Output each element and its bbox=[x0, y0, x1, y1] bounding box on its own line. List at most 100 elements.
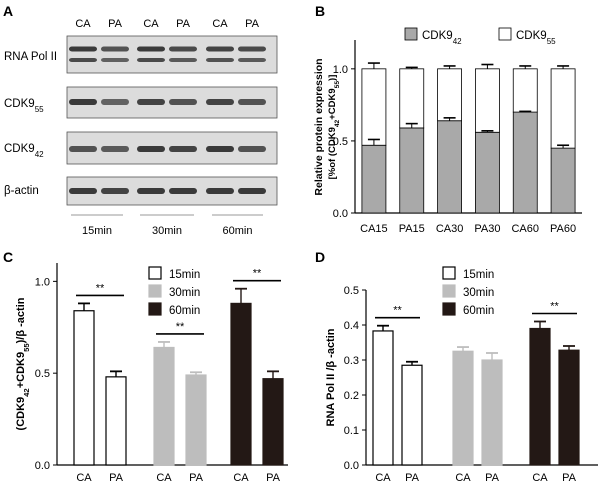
y-tick-label: 0.5 bbox=[333, 136, 348, 148]
blot-band bbox=[238, 99, 266, 105]
blot-band bbox=[169, 46, 197, 52]
significance-marker: ** bbox=[96, 282, 105, 294]
blot-band bbox=[101, 188, 129, 194]
blot-band bbox=[238, 58, 266, 62]
lane-label: PA bbox=[108, 18, 123, 30]
bar-chart-d: 0.0 0.1 0.2 0.3 0.4 0.5 CA PA ** CA PA CA PA ** 15min 3… bbox=[325, 266, 598, 484]
legend-label: 30min bbox=[463, 287, 494, 299]
legend-swatch bbox=[442, 266, 456, 280]
panel-label-c: C bbox=[3, 249, 13, 265]
bar-60min bbox=[262, 378, 284, 466]
y-tick-label: 0.3 bbox=[344, 355, 359, 367]
blot-band bbox=[169, 188, 197, 194]
bar-cdk9-55 bbox=[361, 68, 387, 146]
blot-band bbox=[137, 46, 165, 52]
blot-row-label: RNA Pol II bbox=[4, 51, 57, 63]
y-tick-label: 0.1 bbox=[344, 425, 359, 437]
bar-30min bbox=[153, 346, 175, 466]
blot-band bbox=[101, 58, 129, 62]
blot-band bbox=[69, 46, 97, 52]
bar-cdk9-42 bbox=[399, 127, 425, 214]
category-label: CA30 bbox=[436, 223, 464, 235]
y-axis-label: RNA Pol II /β -actin bbox=[325, 328, 337, 426]
y-axis-label-2: [%of (CDK942+CDK955)] bbox=[327, 75, 341, 180]
western-blot-panel: CA PA CA PA CA PA RNA Pol II CDK955 CDK942 β-acti… bbox=[4, 18, 278, 237]
bar-60min bbox=[529, 327, 551, 466]
blot-band bbox=[69, 146, 97, 152]
category-label: PA60 bbox=[550, 223, 576, 235]
category-label: PA15 bbox=[399, 223, 425, 235]
lane-label: PA bbox=[245, 18, 260, 30]
bar-cdk9-42 bbox=[437, 120, 462, 214]
legend-label: 15min bbox=[463, 269, 494, 281]
time-label: 15min bbox=[82, 225, 112, 237]
group-bar-label: PA bbox=[562, 472, 577, 484]
blot-band bbox=[169, 99, 197, 105]
blot-band bbox=[137, 188, 165, 194]
y-axis-label: Relative protein expression bbox=[313, 58, 325, 195]
blot-band bbox=[101, 146, 129, 152]
blot-band bbox=[206, 99, 234, 105]
time-label: 30min bbox=[152, 225, 182, 237]
group-bar-label: CA bbox=[375, 472, 391, 484]
lane-label: CA bbox=[75, 18, 91, 30]
legend-label: CDK955 bbox=[516, 30, 556, 46]
blot-row-label: CDK955 bbox=[4, 98, 44, 114]
blot-band bbox=[69, 99, 97, 105]
blot-band bbox=[137, 146, 165, 152]
category-label: CA60 bbox=[511, 223, 539, 235]
blot-band bbox=[101, 99, 129, 105]
legend-swatch bbox=[442, 302, 456, 316]
significance-marker: ** bbox=[393, 305, 402, 317]
blot-band bbox=[169, 146, 197, 152]
blot-band bbox=[206, 58, 234, 62]
y-tick-label: 1.0 bbox=[35, 276, 50, 288]
lane-label: CA bbox=[212, 18, 228, 30]
blot-band bbox=[101, 46, 129, 52]
blot-band bbox=[206, 46, 234, 52]
panel-label-b: B bbox=[315, 3, 325, 19]
group-bar-label: PA bbox=[405, 472, 420, 484]
bar-15min bbox=[105, 376, 127, 466]
bar-60min bbox=[558, 349, 580, 466]
blot-band bbox=[238, 188, 266, 194]
group-bar-label: PA bbox=[189, 472, 204, 484]
significance-marker: ** bbox=[550, 301, 559, 313]
bar-30min bbox=[452, 350, 474, 466]
blot-band bbox=[69, 188, 97, 194]
blot-band bbox=[206, 146, 234, 152]
bar-30min bbox=[481, 359, 503, 466]
bar-cdk9-42 bbox=[475, 131, 500, 214]
y-tick-label: 1.0 bbox=[333, 64, 348, 76]
legend-label: CDK942 bbox=[422, 30, 462, 46]
bar-cdk9-55 bbox=[475, 68, 500, 133]
panel-label-d: D bbox=[315, 249, 325, 265]
significance-marker: ** bbox=[253, 268, 262, 280]
group-bar-label: CA bbox=[455, 472, 471, 484]
category-label: CA15 bbox=[360, 223, 388, 235]
legend-swatch bbox=[404, 27, 418, 41]
time-label: 60min bbox=[223, 225, 253, 237]
group-bar-label: CA bbox=[156, 472, 172, 484]
blot-band bbox=[238, 146, 266, 152]
group-bar-label: CA bbox=[532, 472, 548, 484]
blot-band bbox=[238, 46, 266, 52]
bar-cdk9-42 bbox=[361, 144, 387, 214]
lane-label: CA bbox=[143, 18, 159, 30]
blot-band bbox=[137, 58, 165, 62]
legend-swatch bbox=[442, 284, 456, 298]
bar-cdk9-55 bbox=[550, 68, 576, 149]
blot-band bbox=[69, 58, 97, 62]
y-tick-label: 0.4 bbox=[344, 320, 359, 332]
panel-label-a: A bbox=[3, 3, 13, 19]
group-bar-label: CA bbox=[233, 472, 249, 484]
stacked-bar-chart-b: 0.0 0.5 1.0 CA15 PA15 CA30 PA30 CA60 PA60 CDK942 C… bbox=[313, 27, 582, 235]
lane-label: PA bbox=[176, 18, 191, 30]
bar-cdk9-55 bbox=[399, 68, 425, 129]
bar-cdk9-42 bbox=[550, 147, 576, 214]
legend-swatch bbox=[148, 266, 162, 280]
blot-band bbox=[137, 99, 165, 105]
y-tick-label: 0.0 bbox=[344, 460, 359, 472]
y-tick-label: 0.5 bbox=[35, 368, 50, 380]
